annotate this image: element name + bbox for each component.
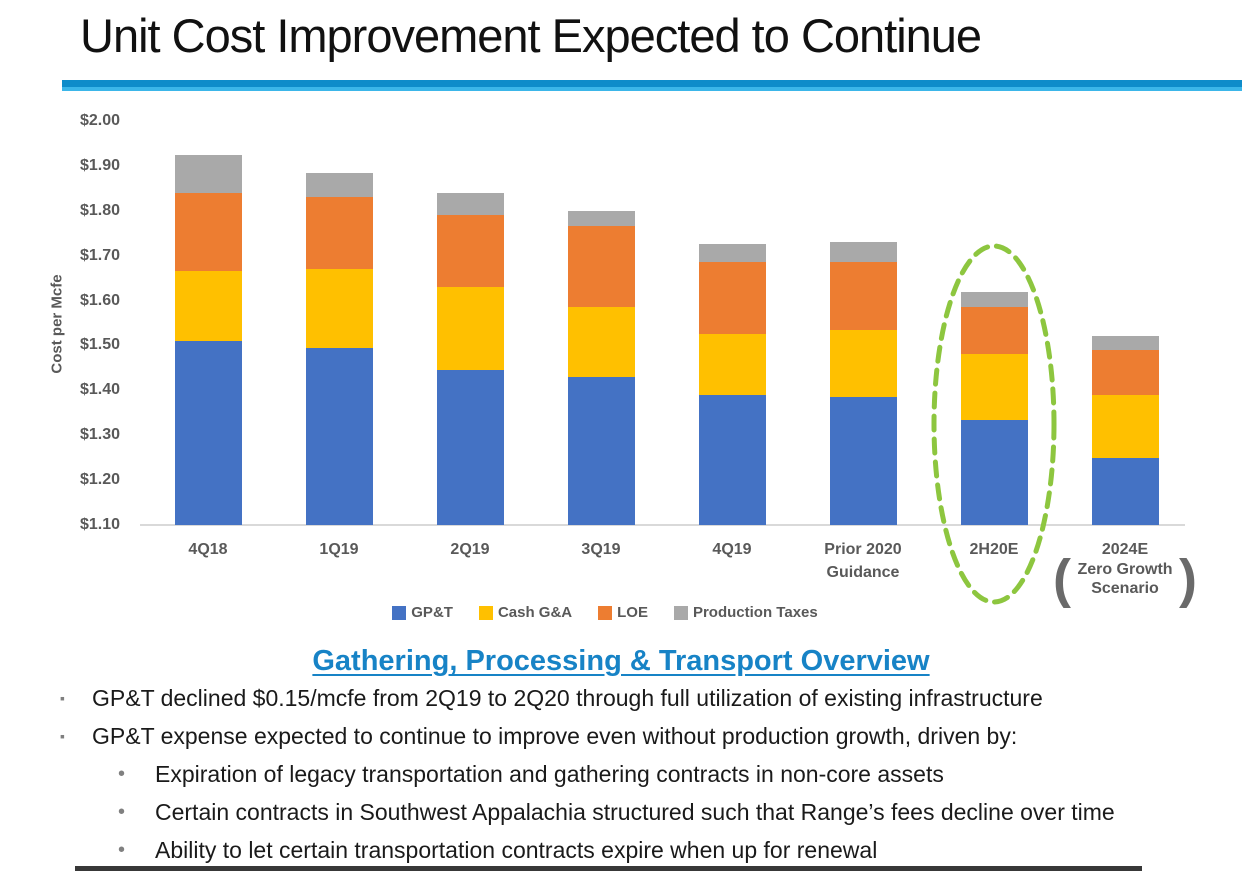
bar-segment-gp-t [960, 419, 1028, 525]
highlight-ellipse-path [931, 243, 1057, 605]
x-axis-label: 2024E [1101, 541, 1149, 558]
y-axis-tick-label: $1.80 [79, 201, 120, 219]
y-axis-tick-label: $1.40 [79, 381, 120, 399]
bar-segment-cash-g-a [960, 354, 1028, 420]
bar-segment-loe [960, 307, 1028, 355]
overview-bullets: ▪ GP&T declined $0.15/mcfe from 2Q19 to … [55, 684, 1210, 871]
bar-segment-gp-t [829, 397, 897, 525]
legend-label: LOE [617, 604, 648, 621]
y-axis-tick-label: $1.90 [79, 156, 120, 174]
bar-segment-production-taxes [174, 154, 242, 193]
legend-label: GP&T [411, 604, 453, 621]
y-axis-tick-label: $1.20 [79, 471, 120, 489]
bar-segment-production-taxes [698, 244, 766, 263]
dot-bullet-icon: • [118, 839, 126, 861]
bar-segment-production-taxes [829, 242, 897, 263]
legend-label: Cash G&A [497, 604, 573, 621]
y-axis-tick-label: $1.70 [79, 246, 120, 264]
chart-legend: GP&T Cash G&A LOE Production Taxes [0, 604, 1210, 621]
dot-bullet-icon: • [118, 801, 126, 823]
legend-swatch [673, 605, 688, 620]
zero-growth-text: Zero Growth Scenario [1071, 560, 1179, 598]
y-axis-tick-label: $1.30 [79, 426, 120, 444]
bar-segment-production-taxes [960, 291, 1028, 308]
bar-segment-loe [436, 215, 504, 288]
legend-item: LOE [598, 604, 648, 621]
bar-segment-loe [1091, 349, 1159, 395]
bottom-edge-line [75, 866, 1142, 871]
title-rule-bottom [62, 87, 1242, 91]
legend-swatch [478, 605, 493, 620]
legend-item: Cash G&A [478, 604, 573, 621]
sub-bullet-item: • Expiration of legacy transportation an… [55, 760, 1210, 788]
x-axis-label: 3Q19 [581, 541, 621, 558]
bar-segment-cash-g-a [1091, 394, 1159, 458]
sub-bullet-item: • Ability to let certain transportation … [55, 836, 1210, 864]
bar-segment-loe [829, 262, 897, 330]
bullet-text: GP&T declined $0.15/mcfe from 2Q19 to 2Q… [92, 685, 1043, 711]
bar-segment-loe [698, 262, 766, 335]
bar-segment-gp-t [1091, 457, 1159, 525]
bar-segment-gp-t [567, 376, 635, 525]
bar-segment-cash-g-a [698, 334, 766, 395]
bar-segment-cash-g-a [174, 271, 242, 341]
x-axis-label: 1Q19 [319, 541, 359, 558]
bar-segment-gp-t [174, 340, 242, 525]
bar-segment-production-taxes [567, 210, 635, 227]
x-axis-label: Prior 2020 Guidance [824, 541, 902, 581]
bar-segment-cash-g-a [436, 287, 504, 371]
bullet-text: GP&T expense expected to continue to imp… [92, 723, 1018, 749]
y-axis-tick-label: $1.50 [79, 336, 120, 354]
bar-segment-loe [174, 192, 242, 272]
bar-segment-production-taxes [436, 192, 504, 216]
legend-swatch [598, 605, 613, 620]
x-axis-label: 2H20E [969, 541, 1019, 558]
overview-heading: Gathering, Processing & Transport Overvi… [312, 645, 930, 677]
bar-segment-production-taxes [305, 172, 373, 198]
y-axis-tick-label: $2.00 [79, 112, 120, 129]
zero-growth-annotation: ( Zero Growth Scenario ) [1046, 552, 1204, 606]
sub-bullet-text: Expiration of legacy transportation and … [155, 761, 944, 787]
square-bullet-icon: ▪ [60, 690, 65, 706]
legend-item: GP&T [392, 604, 453, 621]
bar-segment-cash-g-a [305, 269, 373, 348]
x-axis-line [140, 524, 1185, 526]
y-axis-tick-label: $1.10 [79, 516, 120, 533]
bar-segment-loe [567, 226, 635, 308]
bar-segment-loe [305, 197, 373, 270]
legend-item: Production Taxes [673, 604, 818, 621]
zero-growth-line-1: Zero Growth [1077, 561, 1173, 578]
bullet-item: ▪ GP&T expense expected to continue to i… [55, 722, 1210, 750]
bar-segment-cash-g-a [829, 329, 897, 398]
bullet-item: ▪ GP&T declined $0.15/mcfe from 2Q19 to … [55, 684, 1210, 712]
sub-bullet-text: Ability to let certain transportation co… [155, 837, 878, 863]
x-axis-label: 4Q18 [188, 541, 228, 558]
zero-growth-line-2: Scenario [1091, 580, 1159, 597]
bar-segment-gp-t [698, 394, 766, 525]
x-axis-label: 2Q19 [450, 541, 490, 558]
x-axis-label: 4Q19 [712, 541, 752, 558]
sub-bullet-text: Certain contracts in Southwest Appalachi… [155, 799, 1115, 825]
highlight-ellipse [931, 243, 1057, 605]
legend-label: Production Taxes [692, 604, 818, 621]
open-paren: ( [1053, 549, 1071, 609]
page-title: Unit Cost Improvement Expected to Contin… [80, 9, 982, 62]
y-axis-tick-label: $1.60 [79, 291, 120, 309]
square-bullet-icon: ▪ [60, 728, 65, 744]
bar-segment-gp-t [436, 370, 504, 525]
bar-segment-cash-g-a [567, 307, 635, 377]
y-axis-title: Cost per Mcfe [48, 274, 66, 374]
bar-segment-production-taxes [1091, 336, 1159, 350]
bar-segment-gp-t [305, 347, 373, 525]
legend-swatch [392, 605, 407, 620]
title-rule-top [62, 80, 1242, 87]
dot-bullet-icon: • [118, 763, 126, 785]
close-paren: ) [1179, 549, 1197, 609]
sub-bullet-item: • Certain contracts in Southwest Appalac… [55, 798, 1210, 826]
